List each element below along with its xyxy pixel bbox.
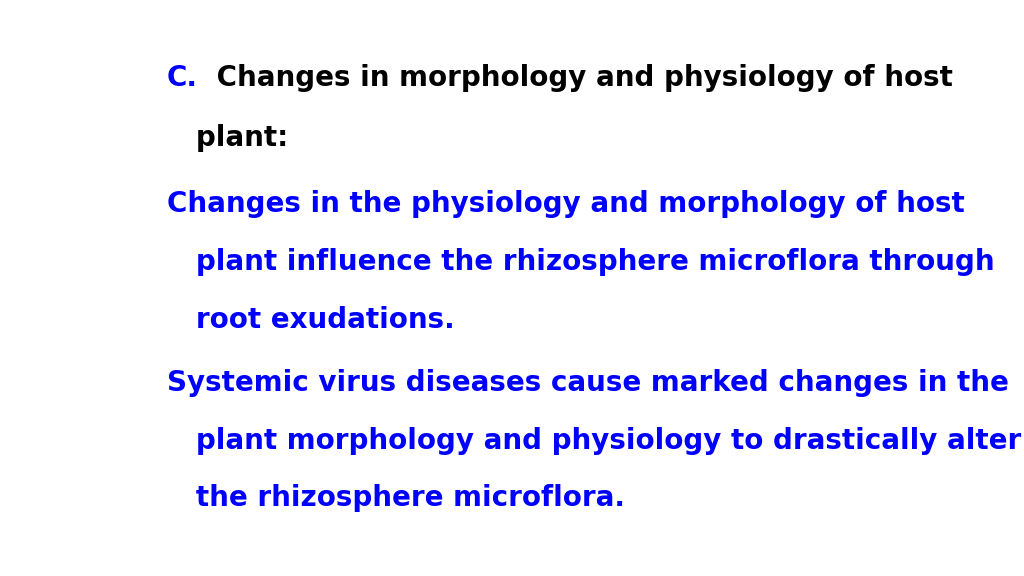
Text: root exudations.: root exudations. bbox=[167, 306, 455, 334]
Text: Systemic virus diseases cause marked changes in the: Systemic virus diseases cause marked cha… bbox=[167, 369, 1009, 397]
Text: plant morphology and physiology to drastically alter: plant morphology and physiology to drast… bbox=[167, 427, 1021, 454]
Text: Changes in the physiology and morphology of host: Changes in the physiology and morphology… bbox=[167, 191, 965, 218]
Text: plant influence the rhizosphere microflora through: plant influence the rhizosphere microflo… bbox=[167, 248, 994, 276]
Text: C.: C. bbox=[167, 64, 198, 92]
Text: plant:: plant: bbox=[167, 124, 288, 152]
Text: the rhizosphere microflora.: the rhizosphere microflora. bbox=[167, 484, 625, 512]
Text: Changes in morphology and physiology of host: Changes in morphology and physiology of … bbox=[207, 64, 952, 92]
